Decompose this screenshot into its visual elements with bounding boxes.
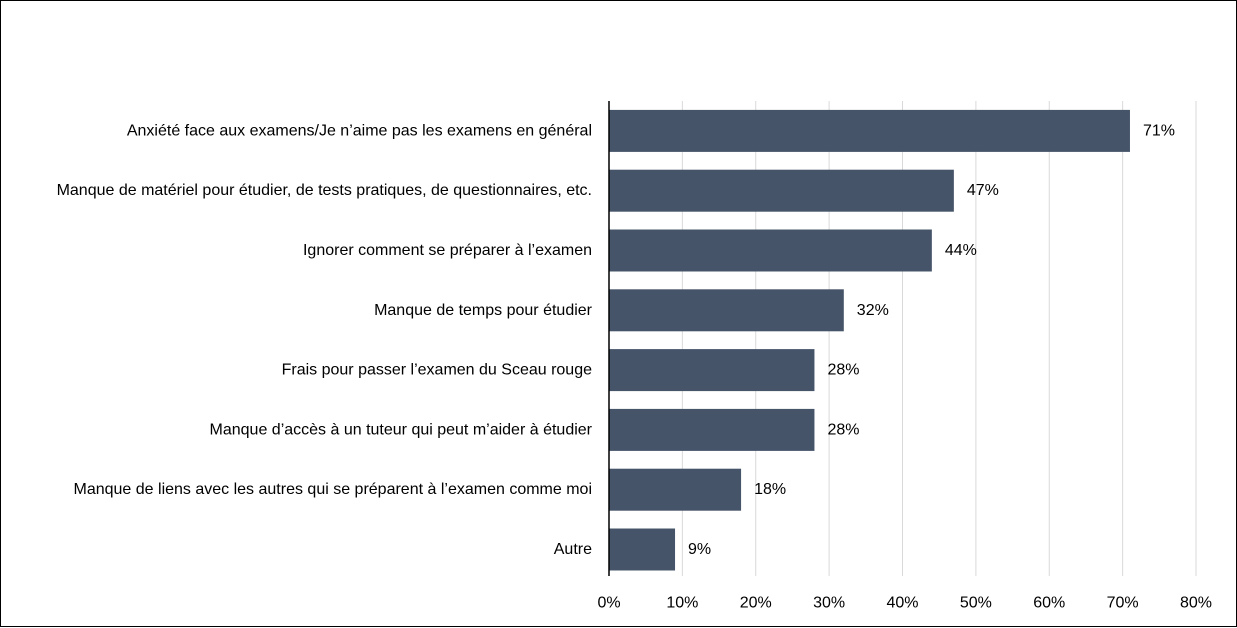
data-label: 71%: [1143, 122, 1175, 139]
x-tick-label: 0%: [597, 595, 620, 612]
x-tick-label: 50%: [960, 595, 992, 612]
category-label: Ignorer comment se préparer à l’examen: [303, 242, 592, 259]
category-label: Manque de liens avec les autres qui se p…: [74, 481, 593, 498]
bar: [609, 468, 742, 511]
bar: [609, 289, 844, 332]
x-tick-label: 10%: [666, 595, 698, 612]
bar: [609, 349, 815, 392]
bar: [609, 109, 1130, 152]
data-label: 28%: [827, 421, 859, 438]
x-tick-label: 70%: [1107, 595, 1139, 612]
x-tick-label: 60%: [1033, 595, 1065, 612]
data-label: 28%: [827, 362, 859, 379]
data-label: 18%: [754, 481, 786, 498]
x-tick-label: 30%: [813, 595, 845, 612]
category-label: Frais pour passer l’examen du Sceau roug…: [282, 362, 592, 379]
bar: [609, 169, 954, 212]
bar: [609, 229, 932, 272]
data-label: 9%: [688, 541, 711, 558]
category-label: Manque de temps pour étudier: [374, 302, 593, 319]
data-label: 44%: [945, 242, 977, 259]
category-label: Autre: [554, 541, 592, 558]
x-tick-label: 80%: [1180, 595, 1212, 612]
category-label: Manque d’accès à un tuteur qui peut m’ai…: [210, 421, 593, 438]
category-label: Manque de matériel pour étudier, de test…: [57, 182, 592, 199]
category-label: Anxiété face aux examens/Je n’aime pas l…: [127, 122, 592, 139]
data-label: 32%: [857, 302, 889, 319]
bar: [609, 528, 676, 571]
x-tick-label: 20%: [740, 595, 772, 612]
bar: [609, 408, 815, 451]
x-tick-label: 40%: [886, 595, 918, 612]
data-label: 47%: [967, 182, 999, 199]
